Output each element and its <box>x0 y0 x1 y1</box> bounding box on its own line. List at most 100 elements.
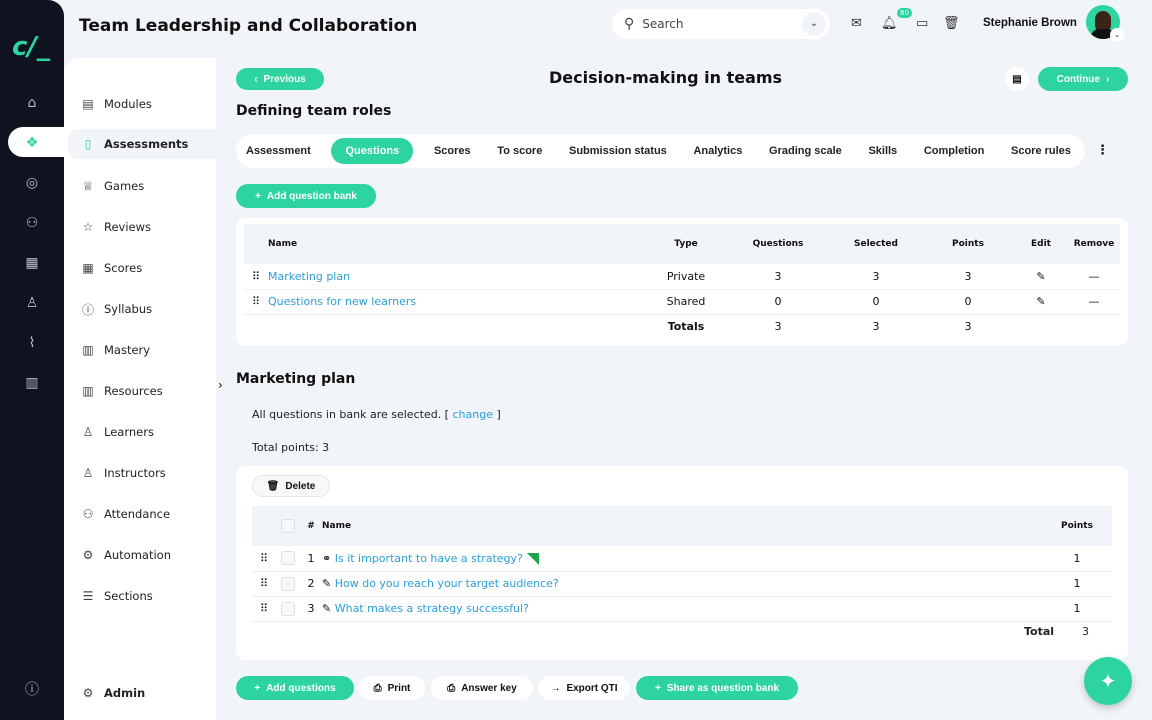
user-icon[interactable]: ♙ <box>25 295 39 311</box>
admin-link[interactable]: ⚙ Admin <box>80 678 216 708</box>
tab-assessment[interactable]: Assessment <box>246 145 311 157</box>
bell-icon[interactable]: 🔔︎ <box>881 16 898 31</box>
tab-score-rules[interactable]: Score rules <box>1011 145 1071 157</box>
user-name[interactable]: Stephanie Brown <box>983 17 1077 29</box>
row-checkbox[interactable] <box>281 601 295 616</box>
sidebar-item-label: Instructors <box>104 466 166 480</box>
trophy-icon: ♕ <box>82 179 94 193</box>
tab-questions[interactable]: Questions <box>331 138 414 164</box>
collapse-sidebar-chevron-icon[interactable]: › <box>218 378 223 392</box>
tab-analytics[interactable]: Analytics <box>693 145 743 157</box>
continue-button[interactable]: Continue › <box>1038 67 1128 91</box>
trash-icon[interactable]: 🗑︎ <box>943 16 960 31</box>
sidebar-item-reviews[interactable]: ☆ Reviews <box>80 212 216 242</box>
bank-name-link[interactable]: Marketing plan <box>268 264 646 290</box>
cubes-icon[interactable]: ❖ <box>25 135 39 151</box>
sidebar-item-syllabus[interactable]: ⓘ Syllabus <box>80 294 216 324</box>
list-icon: ☰ <box>82 589 94 603</box>
notebook-button[interactable]: ▤ <box>1005 67 1029 91</box>
library-icon[interactable]: ▥ <box>25 375 39 391</box>
gears-icon: ⚙ <box>82 548 94 562</box>
add-questions-button[interactable]: + Add questions <box>236 676 354 700</box>
questions-table: # Name Points ⠿ 1 ⚭ Is it important to h… <box>252 506 1112 622</box>
user-icon: ♙ <box>82 425 94 439</box>
question-link[interactable]: Is it important to have a strategy? <box>334 551 523 565</box>
sidebar-item-label: Scores <box>104 261 143 275</box>
change-link[interactable]: change <box>452 408 493 421</box>
pencil-icon[interactable]: ✎ <box>1014 264 1068 290</box>
sidebar-item-automation[interactable]: ⚙ Automation <box>80 540 216 570</box>
help-icon[interactable]: ⓘ <box>25 682 39 698</box>
totals-questions: 3 <box>774 320 782 334</box>
delete-button[interactable]: 🗑︎ Delete <box>252 475 330 497</box>
sparkle-icon: ✦ <box>1099 669 1117 693</box>
chart-icon[interactable]: ⌇ <box>28 335 36 351</box>
pencil-icon[interactable]: ✎ <box>1014 289 1068 315</box>
sidebar-item-instructors[interactable]: ♙ Instructors <box>80 458 216 488</box>
notification-badge: 80 <box>897 8 912 18</box>
col-name: Name <box>322 521 352 531</box>
question-points: 1 <box>1042 596 1112 622</box>
add-question-bank-button[interactable]: + Add question bank <box>236 184 376 208</box>
row-checkbox[interactable] <box>281 551 295 566</box>
tab-scores[interactable]: Scores <box>433 145 471 157</box>
tab-to-score[interactable]: To score <box>497 145 543 157</box>
chevron-down-icon[interactable]: ⌄ <box>1110 28 1124 42</box>
mail-icon[interactable]: ✉ <box>851 16 862 31</box>
print-button[interactable]: ⎙ Print <box>359 676 425 700</box>
tab-completion[interactable]: Completion <box>923 145 985 157</box>
users-icon: ⚇ <box>82 507 94 521</box>
pencil-icon: ✎ <box>322 577 332 590</box>
tab-grading-scale[interactable]: Grading scale <box>769 145 842 157</box>
sidebar-item-games[interactable]: ♕ Games <box>80 171 216 201</box>
sidebar-item-attendance[interactable]: ⚇ Attendance <box>80 499 216 529</box>
ai-assistant-button[interactable]: ✦ <box>1084 657 1132 705</box>
row-checkbox[interactable] <box>281 576 295 591</box>
plus-icon: + <box>254 682 261 694</box>
sidebar-item-learners[interactable]: ♙ Learners <box>80 417 216 447</box>
delete-label: Delete <box>285 480 316 492</box>
tab-skills[interactable]: Skills <box>868 145 898 157</box>
rail-active-indicator <box>8 127 64 157</box>
sidebar-item-resources[interactable]: ▥ Resources <box>80 376 216 406</box>
plus-icon: + <box>255 190 261 202</box>
question-link[interactable]: How do you reach your target audience? <box>334 577 559 590</box>
select-all-checkbox[interactable] <box>281 519 295 533</box>
sidebar-item-mastery[interactable]: ▥ Mastery <box>80 335 216 365</box>
sidebar-item-label: Mastery <box>104 343 151 357</box>
drag-handle-icon[interactable]: ⠿ <box>252 571 276 597</box>
grid-icon[interactable]: ▦ <box>25 255 39 271</box>
sidebar-item-sections[interactable]: ☰ Sections <box>80 581 216 611</box>
drag-handle-icon[interactable]: ⠿ <box>244 289 268 315</box>
share-as-bank-button[interactable]: + Share as question bank <box>636 676 798 700</box>
sidebar-item-assessments[interactable]: ▯ Assessments <box>68 129 216 159</box>
remove-icon[interactable]: — <box>1068 264 1120 290</box>
drag-handle-icon[interactable]: ⠿ <box>252 596 276 622</box>
bank-name-link[interactable]: Questions for new learners <box>268 289 646 315</box>
answer-key-button[interactable]: ⎙ Answer key <box>431 676 533 700</box>
row-number: 1 <box>300 546 322 572</box>
drag-handle-icon[interactable]: ⠿ <box>252 546 276 572</box>
remove-icon[interactable]: — <box>1068 289 1120 315</box>
more-icon[interactable]: ⋮ <box>1096 143 1109 158</box>
bank-selected: 3 <box>830 264 922 290</box>
table-icon: ▦ <box>82 261 94 275</box>
arrow-right-icon: → <box>550 682 561 694</box>
sidebar-item-modules[interactable]: ▤ Modules <box>80 89 216 119</box>
previous-button[interactable]: ‹ Previous <box>236 68 324 90</box>
target-icon[interactable]: ◎ <box>25 175 39 191</box>
sidebar-item-scores[interactable]: ▦ Scores <box>80 253 216 283</box>
users-icon[interactable]: ⚇ <box>25 215 39 231</box>
questions-card: 🗑︎ Delete # Name Points ⠿ 1 ⚭ Is it impor… <box>236 466 1128 660</box>
chevron-right-icon: › <box>1105 73 1110 85</box>
section-title: Defining team roles <box>236 103 392 119</box>
drag-handle-icon[interactable]: ⠿ <box>244 264 268 290</box>
chevron-down-icon[interactable]: ⌄ <box>802 12 826 36</box>
tab-submission-status[interactable]: Submission status <box>568 145 667 157</box>
question-link[interactable]: What makes a strategy successful? <box>334 602 529 615</box>
export-qti-button[interactable]: → Export QTI <box>538 676 630 700</box>
search-icon: ⚲ <box>624 16 635 32</box>
search-input[interactable]: ⚲ Search ⌄ <box>612 9 830 39</box>
calendar-icon[interactable]: ▭ <box>916 16 929 31</box>
home-icon[interactable]: ⌂ <box>27 95 37 111</box>
